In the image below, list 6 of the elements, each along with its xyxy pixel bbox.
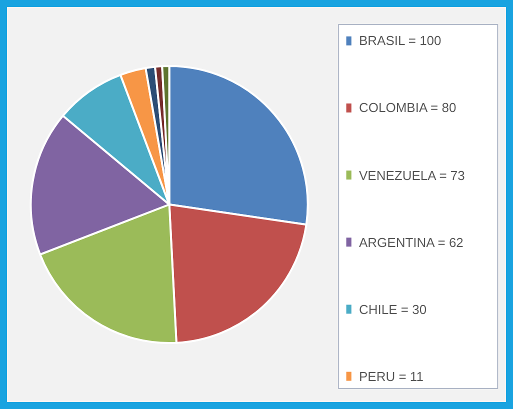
- legend-label: CHILE = 30: [359, 302, 427, 317]
- legend-label: PERU = 11: [359, 369, 424, 384]
- legend-label: ARGENTINA = 62: [359, 235, 464, 250]
- legend-label: BRASIL = 100: [359, 33, 442, 48]
- legend-label: COLOMBIA = 80: [359, 100, 456, 115]
- legend-label: VENEZUELA = 73: [359, 168, 465, 183]
